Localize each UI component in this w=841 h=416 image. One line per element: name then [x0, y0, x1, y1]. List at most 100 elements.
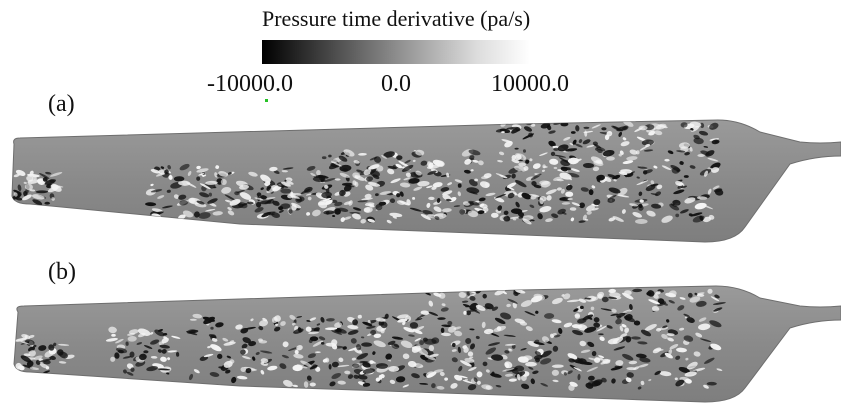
turbulence-speck [629, 149, 638, 155]
turbulence-speck [514, 318, 526, 324]
turbulence-speck [193, 211, 200, 218]
turbulence-speck [248, 341, 257, 347]
turbulence-speck [497, 205, 503, 211]
turbulence-speck [339, 172, 350, 178]
turbulence-speck [566, 299, 580, 303]
turbulence-speck [289, 195, 301, 199]
turbulence-speck [458, 375, 468, 379]
turbulence-speck [574, 360, 582, 364]
turbulence-speck [468, 366, 477, 372]
turbulence-speck [533, 341, 545, 346]
turbulence-speck [546, 125, 552, 131]
turbulence-speck [395, 163, 403, 169]
colorbar-gradient [262, 40, 530, 64]
turbulence-speck [466, 187, 480, 194]
turbulence-speck [353, 348, 363, 354]
turbulence-speck [308, 331, 319, 335]
turbulence-speck [225, 199, 232, 203]
turbulence-speck [354, 175, 365, 181]
turbulence-speck [43, 360, 51, 365]
turbulence-speck [145, 202, 157, 207]
turbulence-speck [495, 384, 502, 388]
turbulence-speck [313, 327, 320, 332]
turbulence-speck [563, 372, 568, 376]
turbulence-speck [26, 360, 34, 367]
turbulence-speck [323, 178, 336, 182]
turbulence-speck [698, 130, 709, 136]
turbulence-speck [173, 176, 185, 182]
turbulence-speck [504, 350, 510, 354]
turbulence-speck [423, 338, 437, 345]
turbulence-speck [703, 170, 709, 177]
turbulence-speck [629, 203, 639, 207]
turbulence-speck [274, 315, 281, 322]
turbulence-speck [286, 180, 294, 185]
turbulence-speck [593, 199, 601, 206]
turbulence-speck [352, 319, 359, 326]
turbulence-speck [532, 163, 541, 169]
turbulence-speck [379, 191, 392, 195]
turbulence-speck [417, 180, 430, 187]
turbulence-speck [320, 317, 325, 323]
turbulence-speck [277, 185, 289, 188]
turbulence-speck [684, 378, 692, 384]
turbulence-speck [386, 219, 392, 224]
turbulence-speck [439, 371, 445, 377]
turbulence-speck [412, 196, 416, 200]
turbulence-speck [289, 314, 296, 320]
turbulence-speck [167, 357, 171, 361]
turbulence-speck [215, 322, 224, 328]
turbulence-speck [700, 338, 712, 343]
turbulence-speck [550, 151, 556, 157]
turbulence-speck [535, 310, 539, 314]
turbulence-speck [260, 358, 269, 364]
turbulence-speck [643, 169, 653, 174]
turbulence-speck [510, 208, 523, 215]
turbulence-speck [255, 201, 262, 208]
turbulence-speck [229, 199, 241, 206]
turbulence-speck [331, 330, 343, 335]
turbulence-speck [24, 335, 28, 339]
turbulence-speck [633, 366, 640, 371]
turbulence-speck [571, 202, 581, 206]
turbulence-speck [646, 210, 656, 217]
turbulence-speck [344, 370, 351, 375]
turbulence-speck [467, 351, 474, 357]
turbulence-speck [161, 337, 169, 344]
turbulence-speck [317, 201, 328, 209]
turbulence-speck [175, 352, 180, 357]
turbulence-speck [524, 120, 534, 125]
turbulence-speck [571, 329, 584, 336]
turbulence-speck [331, 161, 342, 167]
turbulence-speck [507, 298, 518, 304]
turbulence-speck [690, 212, 703, 217]
turbulence-speck [240, 349, 246, 355]
turbulence-speck [223, 360, 233, 368]
turbulence-speck [612, 216, 624, 222]
turbulence-speck [582, 162, 595, 169]
turbulence-speck [279, 363, 287, 369]
turbulence-speck [672, 199, 681, 206]
turbulence-speck [608, 296, 617, 300]
turbulence-speck [511, 369, 520, 375]
turbulence-speck [15, 362, 22, 370]
turbulence-speck [685, 357, 689, 361]
turbulence-speck [638, 363, 649, 368]
turbulence-speck [638, 125, 648, 131]
turbulence-speck [375, 317, 386, 322]
turbulence-speck [260, 174, 271, 183]
turbulence-speck [551, 297, 563, 305]
turbulence-speck [245, 368, 252, 374]
turbulence-speck [669, 203, 680, 211]
turbulence-speck [596, 174, 605, 181]
turbulence-speck [321, 156, 327, 160]
turbulence-speck [186, 329, 196, 334]
turbulence-speck [511, 154, 517, 160]
turbulence-speck [588, 189, 594, 196]
turbulence-speck [515, 153, 527, 161]
turbulence-speck [653, 165, 658, 169]
turbulence-speck [269, 166, 278, 172]
turbulence-speck [281, 354, 289, 359]
turbulence-speck [675, 181, 684, 186]
turbulence-speck [491, 306, 499, 311]
